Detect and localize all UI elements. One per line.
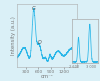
Text: $G$: $G$ — [31, 4, 36, 12]
Y-axis label: Intensity (a.u.): Intensity (a.u.) — [11, 16, 16, 55]
Text: $D$: $D$ — [37, 38, 42, 46]
X-axis label: cm⁻¹: cm⁻¹ — [41, 74, 53, 79]
